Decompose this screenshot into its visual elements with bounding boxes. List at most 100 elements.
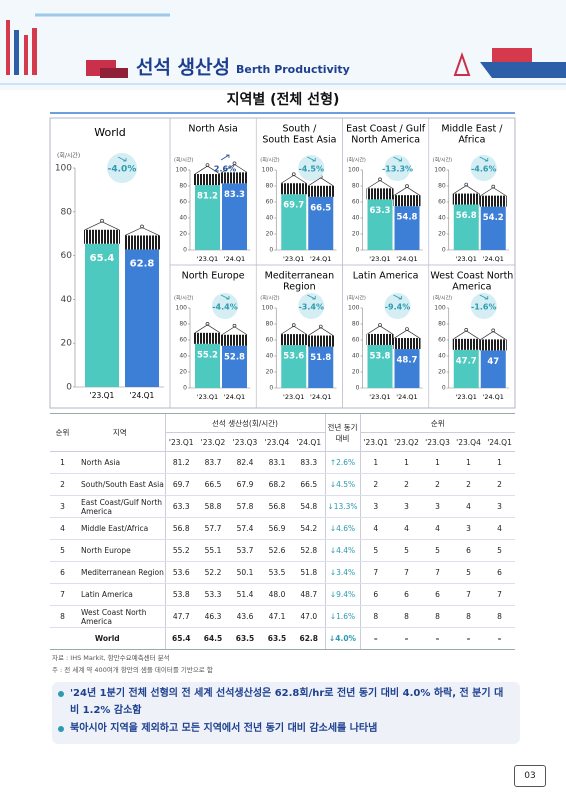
table-cell: 48.0 xyxy=(261,583,293,606)
quarter-header: '23.Q1 xyxy=(359,432,392,452)
chart-title: West Coast North xyxy=(430,271,513,282)
y-tick-label: 80 xyxy=(266,321,274,328)
note-source: 자료 : IHS Markit, 항만수요예측센터 분석 xyxy=(52,654,170,662)
table-cell: 6 xyxy=(50,561,75,584)
table-cell: 67.9 xyxy=(229,473,261,496)
summary-bullet: '24년 1분기 전체 선형의 전 세계 선석생산성은 62.8회/hr로 전년… xyxy=(70,688,504,716)
chart-title: World xyxy=(94,126,126,139)
table-cell: 81.2 xyxy=(164,451,197,474)
header-row: 순위 지역 선석 생산성(회/시간) 전년 동기 대비 순위 xyxy=(50,413,516,452)
crane-hook xyxy=(378,177,382,182)
bullet-dot xyxy=(58,691,64,697)
crane-cable xyxy=(194,324,221,334)
bar xyxy=(367,199,393,250)
table-cell: Middle East/Africa xyxy=(75,517,165,540)
chart-title: Region xyxy=(283,282,316,293)
table-cell: 1 xyxy=(484,451,516,474)
table-cell: 48.7 xyxy=(293,583,326,606)
table-cell: South/South East Asia xyxy=(75,473,165,496)
y-tick-label: 0 xyxy=(66,383,72,393)
table-cell: 4 xyxy=(453,495,485,518)
table-row: World 65.4 64.5 63.5 63.5 62.8 ↓4.0% – – – – – xyxy=(50,627,516,650)
trend-arrow xyxy=(479,294,489,300)
change-label: 2.6% xyxy=(214,165,236,174)
table-cell: 43.6 xyxy=(229,605,261,628)
table-cell: 7 xyxy=(453,583,485,606)
crane-hook xyxy=(405,184,409,189)
change-bubble xyxy=(107,153,137,183)
change-bubble xyxy=(470,155,497,181)
table-cell: 56.8 xyxy=(164,517,197,540)
table-cell: 66.5 xyxy=(293,473,326,496)
y-tick-label: 100 xyxy=(348,305,360,312)
panel-border xyxy=(428,264,516,409)
value-label: 51.8 xyxy=(310,353,331,363)
header-cell: 전년 동기 대비 xyxy=(324,413,361,452)
table-cell: 8 xyxy=(359,605,392,628)
value-label: 56.8 xyxy=(456,211,477,221)
y-tick-label: 0 xyxy=(183,247,187,254)
crane-hook xyxy=(205,321,210,326)
y-axis-label: (회/시간) xyxy=(347,295,366,302)
table-cell: 66.5 xyxy=(197,473,229,496)
table-cell: 4 xyxy=(50,517,75,540)
y-tick-label: 40 xyxy=(352,353,360,360)
y-tick-label: 100 xyxy=(55,164,72,174)
table-cell: ↓3.4% xyxy=(324,561,361,584)
bar xyxy=(195,343,220,388)
table-row: 6 Mediterranean Region 53.6 52.2 50.1 53.5 51.… xyxy=(50,561,516,584)
crane-cable xyxy=(480,330,506,340)
value-label: 63.3 xyxy=(370,206,391,216)
trend-arrow xyxy=(393,294,402,300)
crane-cable xyxy=(84,221,120,231)
y-tick-label: 0 xyxy=(442,385,446,392)
table-cell: 55.1 xyxy=(197,539,229,562)
table-cell: 83.3 xyxy=(293,451,326,474)
value-label: 47.7 xyxy=(456,356,477,366)
summary-bullet: 북아시아 지역을 제외하고 모든 지역에서 전년 동기 대비 감소세를 나타냄 xyxy=(70,723,378,734)
table-cell: 6 xyxy=(453,539,485,562)
table-cell: 3 xyxy=(359,495,392,518)
charts-area: 선석 생산성 Berth Productivity 지역별 (전체 선형) Wo… xyxy=(0,0,566,409)
crane-hook xyxy=(291,323,296,327)
change-label: -1.6% xyxy=(471,303,497,312)
y-tick-label: 0 xyxy=(356,247,360,254)
header-cell: 선석 생산성(회/시간) xyxy=(164,413,326,433)
crane-hook xyxy=(291,172,296,177)
table-cell: 62.8 xyxy=(293,627,326,650)
crane-cable xyxy=(480,187,506,196)
quarter-header: '23.Q3 xyxy=(229,432,261,452)
y-tick-label: 40 xyxy=(61,295,73,305)
table-cell: 63.5 xyxy=(229,627,261,650)
table-cell: 53.3 xyxy=(197,583,229,606)
x-tick-label: '24.Q1 xyxy=(310,255,331,263)
quarter-header: '23.Q4 xyxy=(453,432,485,452)
y-tick-label: 20 xyxy=(266,369,274,376)
table-cell: – xyxy=(484,627,516,650)
table-cell: ↑2.6% xyxy=(324,451,361,474)
y-axis-label: (회/시간) xyxy=(174,295,193,302)
bar xyxy=(85,243,119,387)
trend-arrow xyxy=(307,294,316,300)
x-tick-label: '24.Q1 xyxy=(310,393,331,401)
header-decoration xyxy=(0,0,566,90)
table-cell: 2 xyxy=(453,473,485,496)
crane-cable xyxy=(308,327,334,336)
x-tick-label: '23.Q1 xyxy=(456,255,477,263)
table-cell: 56.9 xyxy=(261,517,293,540)
table-row: 7 Latin America 53.8 53.3 51.4 48.0 48.7 ↓9.4% 6… xyxy=(50,583,516,606)
change-label: -9.4% xyxy=(385,303,411,312)
y-tick-label: 40 xyxy=(266,353,274,360)
page-title: 선석 생산성 xyxy=(136,57,230,79)
value-label: 81.2 xyxy=(197,192,218,202)
cargo-icon xyxy=(366,333,394,345)
quarter-header: '23.Q3 xyxy=(422,432,454,452)
crane-cable xyxy=(453,185,479,194)
table-cell: 63.3 xyxy=(164,495,197,518)
y-tick-label: 100 xyxy=(434,167,446,174)
crane-cable xyxy=(281,325,307,335)
change-bubble xyxy=(298,155,325,181)
table-cell: North Asia xyxy=(75,451,165,474)
